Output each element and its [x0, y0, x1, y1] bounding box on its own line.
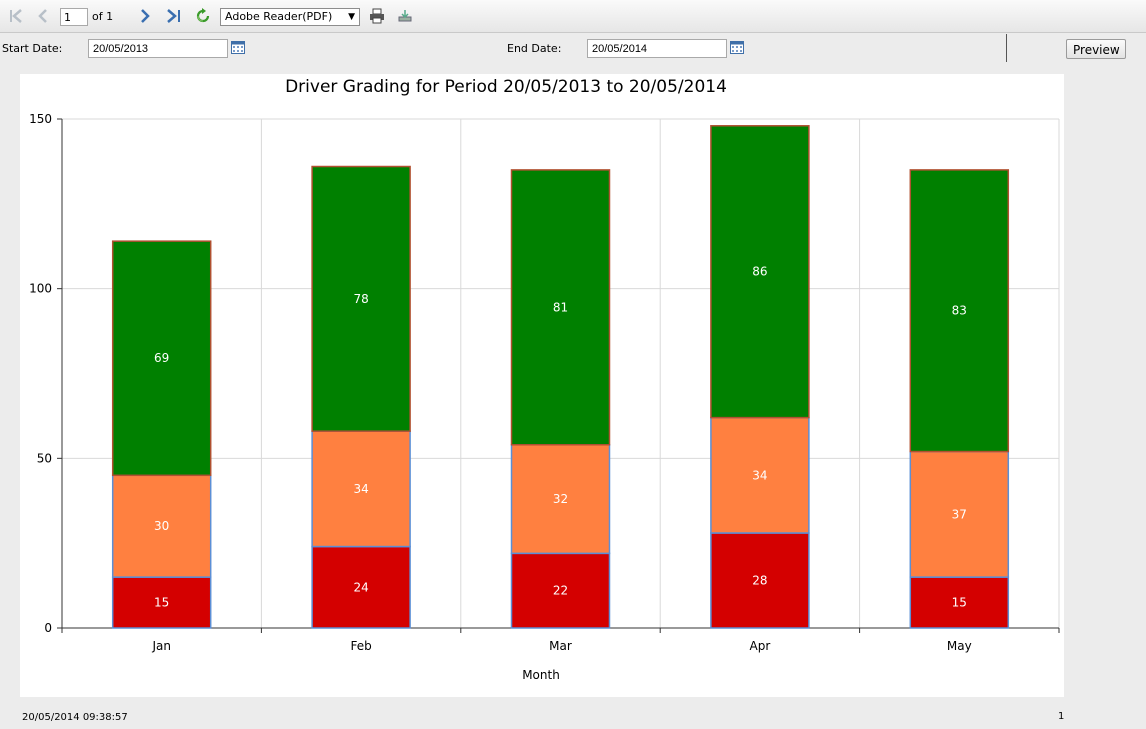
y-tick-label: 50	[37, 451, 52, 465]
first-page-icon[interactable]	[8, 7, 24, 25]
y-tick-label: 100	[29, 282, 52, 296]
bar-segment	[710, 416, 810, 534]
report-parameters: Start Date: End Date: Preview	[0, 34, 1146, 64]
start-date-label: Start Date:	[2, 42, 63, 55]
data-label: 78	[353, 292, 368, 306]
bar-segment	[311, 430, 411, 548]
data-label: 22	[553, 584, 568, 598]
data-label: 30	[154, 519, 169, 533]
bar-segment	[510, 552, 611, 629]
last-page-icon[interactable]	[165, 7, 183, 25]
page-count-label: of 1	[92, 10, 114, 23]
end-date-input[interactable]	[587, 39, 727, 58]
driver-grading-chart: 0 50 100 150 15 30 69 Jan 24 34 78 Feb 22 32 81 Mar 28 34…	[29, 77, 1060, 682]
data-label: 86	[752, 265, 767, 279]
page-number-input[interactable]	[60, 8, 88, 26]
y-tick-label: 0	[44, 621, 52, 635]
x-tick-label: Apr	[750, 639, 771, 653]
x-tick-label: Jan	[151, 639, 171, 653]
bar-segment	[111, 474, 212, 578]
chart-title: Driver Grading for Period 20/05/2013 to …	[285, 77, 727, 97]
data-label: 81	[553, 300, 568, 314]
data-label: 34	[752, 468, 767, 482]
refresh-icon[interactable]	[194, 7, 212, 25]
bar-segment	[710, 532, 810, 629]
data-label: 24	[353, 580, 368, 594]
bar-segment	[311, 165, 411, 432]
report-toolbar: of 1 Adobe Reader(PDF) ▼	[0, 0, 1146, 33]
bar-segment	[111, 240, 212, 477]
export-format-select[interactable]: Adobe Reader(PDF) ▼	[220, 8, 360, 26]
toolbar-divider	[1006, 34, 1007, 62]
report-page-number: 1	[1058, 711, 1065, 722]
start-date-calendar-icon[interactable]	[231, 39, 245, 54]
bar-segment	[510, 444, 611, 555]
data-label: 69	[154, 351, 169, 365]
data-label: 15	[952, 596, 967, 610]
export-format-value: Adobe Reader(PDF)	[225, 10, 333, 23]
bar-segment	[909, 576, 1010, 629]
data-label: 32	[553, 492, 568, 506]
bar-segment	[510, 169, 611, 446]
data-label: 83	[952, 304, 967, 318]
report-canvas: 0 50 100 150 15 30 69 Jan 24 34 78 Feb 22 32 81 Mar 28 34…	[20, 74, 1064, 697]
bar-segment	[111, 576, 212, 629]
x-tick-label: Mar	[549, 639, 572, 653]
chevron-down-icon: ▼	[348, 12, 355, 22]
x-tick-label: May	[947, 639, 972, 653]
export-icon[interactable]	[396, 7, 414, 25]
bar-segment	[710, 125, 810, 419]
y-tick-label: 150	[29, 112, 52, 126]
next-page-icon[interactable]	[138, 7, 152, 25]
bar-segment	[909, 450, 1010, 578]
data-label: 15	[154, 596, 169, 610]
preview-button[interactable]: Preview	[1066, 39, 1126, 59]
bar-segment	[909, 169, 1010, 453]
start-date-input[interactable]	[88, 39, 228, 58]
previous-page-icon[interactable]	[36, 7, 50, 25]
end-date-calendar-icon[interactable]	[730, 39, 744, 54]
x-axis-label: Month	[522, 668, 560, 682]
report-timestamp: 20/05/2014 09:38:57	[22, 712, 128, 723]
data-label: 37	[952, 507, 967, 521]
x-tick-label: Feb	[350, 639, 371, 653]
print-icon[interactable]	[368, 7, 386, 25]
data-label: 28	[752, 573, 767, 587]
end-date-label: End Date:	[507, 42, 562, 55]
data-label: 34	[353, 482, 368, 496]
